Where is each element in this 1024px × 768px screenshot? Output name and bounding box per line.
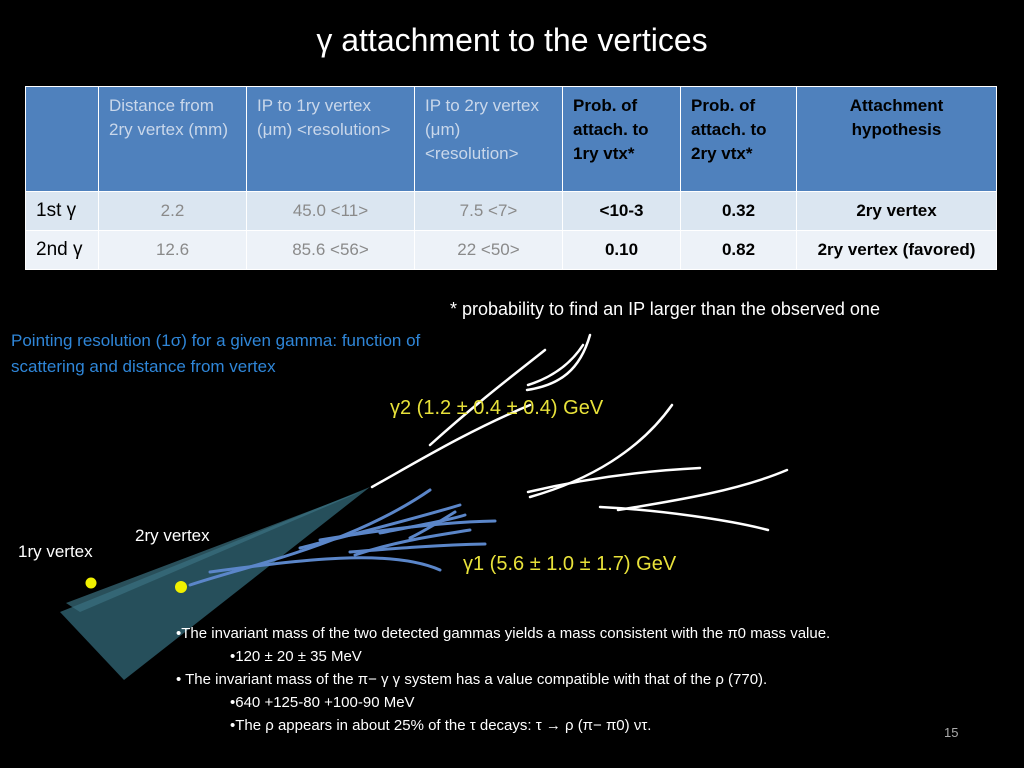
slide-title: γ attachment to the vertices	[316, 22, 708, 58]
cell-ip1: 45.0 <11>	[246, 191, 415, 231]
page-number: 15	[944, 725, 959, 740]
header-ip1: IP to 1ry vertex (μm) <resolution>	[246, 86, 415, 192]
gamma2-shower	[370, 333, 789, 532]
cell-ip2: 22 <50>	[414, 230, 563, 270]
vertex-1ry	[85, 577, 97, 589]
bullet-item: • The invariant mass of the π− γ γ syste…	[176, 671, 768, 688]
cell-hypothesis: 2ry vertex	[796, 191, 997, 231]
shower-line	[598, 505, 770, 532]
header-ip2: IP to 2ry vertex (μm) <resolution>	[414, 86, 563, 192]
cell-ip1: 85.6 <56>	[246, 230, 415, 270]
cell-distance: 12.6	[98, 230, 247, 270]
track	[408, 510, 457, 540]
gamma1-label: γ1 (5.6 ± 1.0 ± 1.7) GeV	[463, 553, 677, 575]
shower-line	[526, 466, 702, 494]
footnote: * probability to find an IP larger than …	[450, 299, 880, 319]
gamma1-tracks	[188, 488, 497, 587]
cell-hypothesis: 2ry vertex (favored)	[796, 230, 997, 270]
track	[378, 513, 467, 535]
vertex1-label: 1ry vertex	[18, 542, 93, 561]
track	[188, 488, 432, 587]
attachment-table: Distance from 2ry vertex (mm) IP to 1ry …	[25, 86, 997, 270]
cell-prob1: 0.10	[562, 230, 681, 270]
vertex-2ry	[175, 581, 187, 593]
header-blank	[25, 86, 99, 192]
cell-prob2: 0.32	[680, 191, 797, 231]
bullet-list: •The invariant mass of the two detected …	[176, 622, 830, 737]
shower-line	[370, 403, 532, 489]
table-header-row: Distance from 2ry vertex (mm) IP to 1ry …	[25, 86, 997, 192]
row-label: 1st γ	[25, 191, 99, 231]
track	[353, 528, 472, 557]
table-row: 2nd γ 12.6 85.6 <56> 22 <50> 0.10 0.82 2…	[25, 230, 997, 270]
bullet-item: •The ρ appears in about 25% of the τ dec…	[230, 717, 652, 734]
shower-line	[528, 403, 674, 499]
bullet-item: •640 +125-80 +100-90 MeV	[230, 694, 415, 711]
pointing-resolution-text: Pointing resolution (1σ) for a given gam…	[11, 331, 421, 376]
track	[298, 503, 462, 550]
cell-distance: 2.2	[98, 191, 247, 231]
pointing-cone	[60, 487, 370, 680]
shower-line	[616, 468, 789, 512]
cell-ip2: 7.5 <7>	[414, 191, 563, 231]
bullet-item: •The invariant mass of the two detected …	[176, 625, 831, 642]
gamma2-label: γ2 (1.2 ± 0.4 ± 0.4) GeV	[390, 397, 604, 419]
bullet-item: •120 ± 20 ± 35 MeV	[230, 648, 362, 665]
header-hypothesis: Attachment hypothesis	[796, 86, 997, 192]
pointing-cone-inner	[66, 490, 365, 612]
vertex2-label: 2ry vertex	[135, 526, 210, 545]
shower-line	[526, 343, 585, 387]
shower-line	[525, 333, 592, 392]
cell-prob2: 0.82	[680, 230, 797, 270]
track	[208, 556, 442, 574]
shower-line	[428, 348, 547, 447]
row-label: 2nd γ	[25, 230, 99, 270]
header-prob1: Prob. of attach. to 1ry vtx*	[562, 86, 681, 192]
